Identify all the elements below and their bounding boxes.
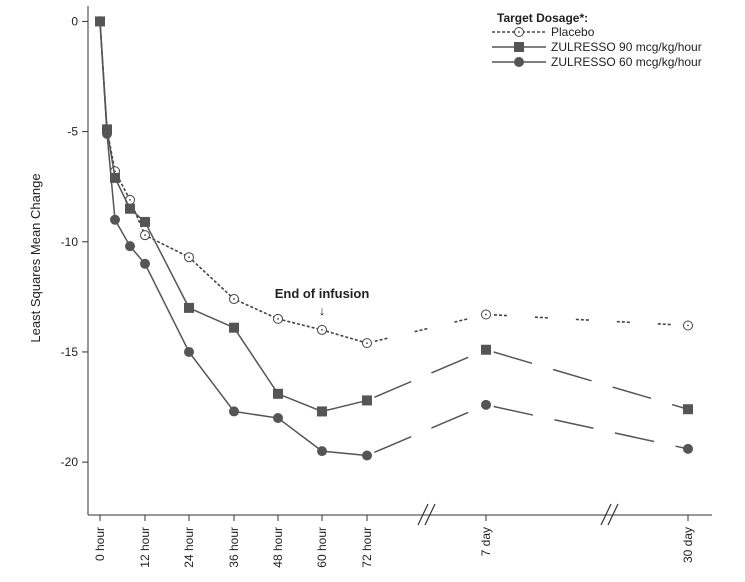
x-tick-label: 0 hour [93, 527, 107, 561]
annotation-text: End of infusion [275, 286, 370, 301]
legend-label: Placebo [551, 25, 595, 39]
legend-item-1: ZULRESSO 90 mcg/kg/hour [492, 40, 702, 54]
data-point-open-circle [229, 294, 239, 305]
y-tick-label: 0 [71, 14, 78, 28]
series-break-connector [366, 349, 487, 402]
annotation-arrow: ↓ [319, 303, 326, 318]
data-point-circle [110, 214, 120, 225]
x-tick-label: 24 hour [182, 527, 196, 568]
data-point-open-circle [514, 27, 524, 37]
data-point-square [140, 216, 150, 227]
x-axis-break-2 [600, 503, 619, 526]
data-point-square [125, 203, 135, 214]
series-break-connector [366, 404, 487, 457]
series-1 [95, 16, 693, 417]
y-tick-label: -15 [61, 345, 79, 359]
data-point-open-circle [184, 252, 194, 263]
legend-item-2: ZULRESSO 60 mcg/kg/hour [492, 55, 702, 69]
y-tick-label: -20 [61, 455, 79, 469]
x-tick-label: 36 hour [227, 527, 241, 568]
data-point-square [273, 388, 283, 399]
x-ticks: 0 hour 12 hour 24 hour 36 hour 48 hour 60 hou… [93, 515, 695, 568]
x-tick-label: 7 day [479, 527, 493, 556]
data-point-square [514, 42, 524, 52]
y-ticks: 0 -5 -10 -15 -20 [61, 14, 88, 469]
data-point-square [362, 395, 372, 406]
data-point-square [317, 406, 327, 417]
data-point-circle [95, 16, 105, 27]
data-point-open-circle [362, 338, 372, 349]
data-point-circle [317, 446, 327, 457]
data-point-circle [683, 443, 693, 454]
data-point-circle [273, 413, 283, 424]
series-2 [95, 16, 693, 461]
legend-title: Target Dosage*: [497, 11, 588, 25]
data-point-open-circle [683, 320, 693, 331]
x-tick-label: 30 day [681, 527, 695, 563]
series-break-connector [485, 313, 689, 327]
data-point-circle [481, 399, 491, 410]
legend-label: ZULRESSO 60 mcg/kg/hour [551, 55, 702, 69]
data-point-circle [140, 258, 150, 269]
series-break-connector [485, 404, 689, 450]
data-point-open-circle [273, 313, 283, 324]
y-axis-label: Least Squares Mean Change [28, 173, 43, 342]
legend-item-0: Placebo [492, 25, 595, 39]
x-tick-label: 72 hour [360, 527, 374, 568]
data-point-open-circle [481, 309, 491, 320]
series-line [99, 21, 368, 457]
data-point-circle [229, 406, 239, 417]
end-of-infusion-annotation: End of infusion ↓ [275, 286, 370, 318]
data-point-open-circle [140, 230, 150, 241]
x-axis-break-1 [417, 503, 436, 526]
series-line [99, 21, 368, 413]
legend-label: ZULRESSO 90 mcg/kg/hour [551, 40, 702, 54]
series-break-connector [485, 349, 689, 410]
data-point-circle [362, 450, 372, 461]
data-point-square [184, 302, 194, 313]
series-break-connector [366, 313, 487, 344]
data-point-square [110, 172, 120, 183]
series-line [99, 21, 368, 344]
y-tick-label: -10 [61, 235, 79, 249]
series-layer [95, 16, 693, 461]
data-point-square [229, 322, 239, 333]
data-point-circle [514, 57, 524, 67]
data-point-circle [102, 128, 112, 139]
data-point-square [481, 344, 491, 355]
data-point-circle [184, 346, 194, 357]
y-tick-label: -5 [67, 125, 78, 139]
x-tick-label: 12 hour [138, 527, 152, 568]
x-tick-label: 48 hour [271, 527, 285, 568]
data-point-open-circle [317, 324, 327, 335]
data-point-square [683, 404, 693, 415]
data-point-circle [125, 241, 135, 252]
x-tick-label: 60 hour [315, 527, 329, 568]
